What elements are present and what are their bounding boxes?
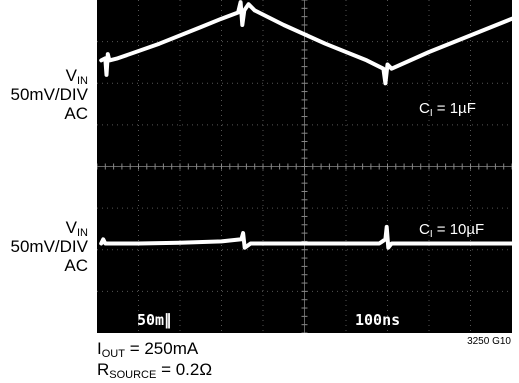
channel-2-name: VIN bbox=[65, 218, 88, 239]
channel-1-name: VIN bbox=[65, 66, 88, 87]
scope-traces bbox=[99, 0, 512, 250]
channel-1-coupling: AC bbox=[64, 104, 88, 123]
condition-rsource: RSOURCE = 0.2Ω bbox=[97, 360, 213, 381]
annotation-cap-1uf: CI = 1µF bbox=[419, 100, 476, 119]
channel-2-scale: 50mV/DIV bbox=[10, 237, 88, 256]
channel-2-label: VIN 50mV/DIV AC bbox=[0, 218, 88, 275]
channel-2-coupling: AC bbox=[64, 256, 88, 275]
trace-1 bbox=[99, 0, 512, 86]
scope-grid bbox=[97, 0, 512, 333]
scope-readout-volts: 50m∥ bbox=[137, 311, 172, 329]
annotation-cap-10uf: CI = 10µF bbox=[419, 221, 484, 240]
channel-1-label: VIN 50mV/DIV AC bbox=[0, 66, 88, 123]
condition-iout: IOUT = 250mA bbox=[97, 339, 199, 360]
scope-readout-time: 100ns bbox=[355, 311, 400, 329]
oscilloscope-screen: CI = 1µF CI = 10µF 50m∥ 100ns bbox=[97, 0, 512, 333]
trace-2 bbox=[99, 224, 512, 250]
figure-id: 3250 G10 bbox=[467, 336, 511, 347]
channel-1-scale: 50mV/DIV bbox=[10, 85, 88, 104]
